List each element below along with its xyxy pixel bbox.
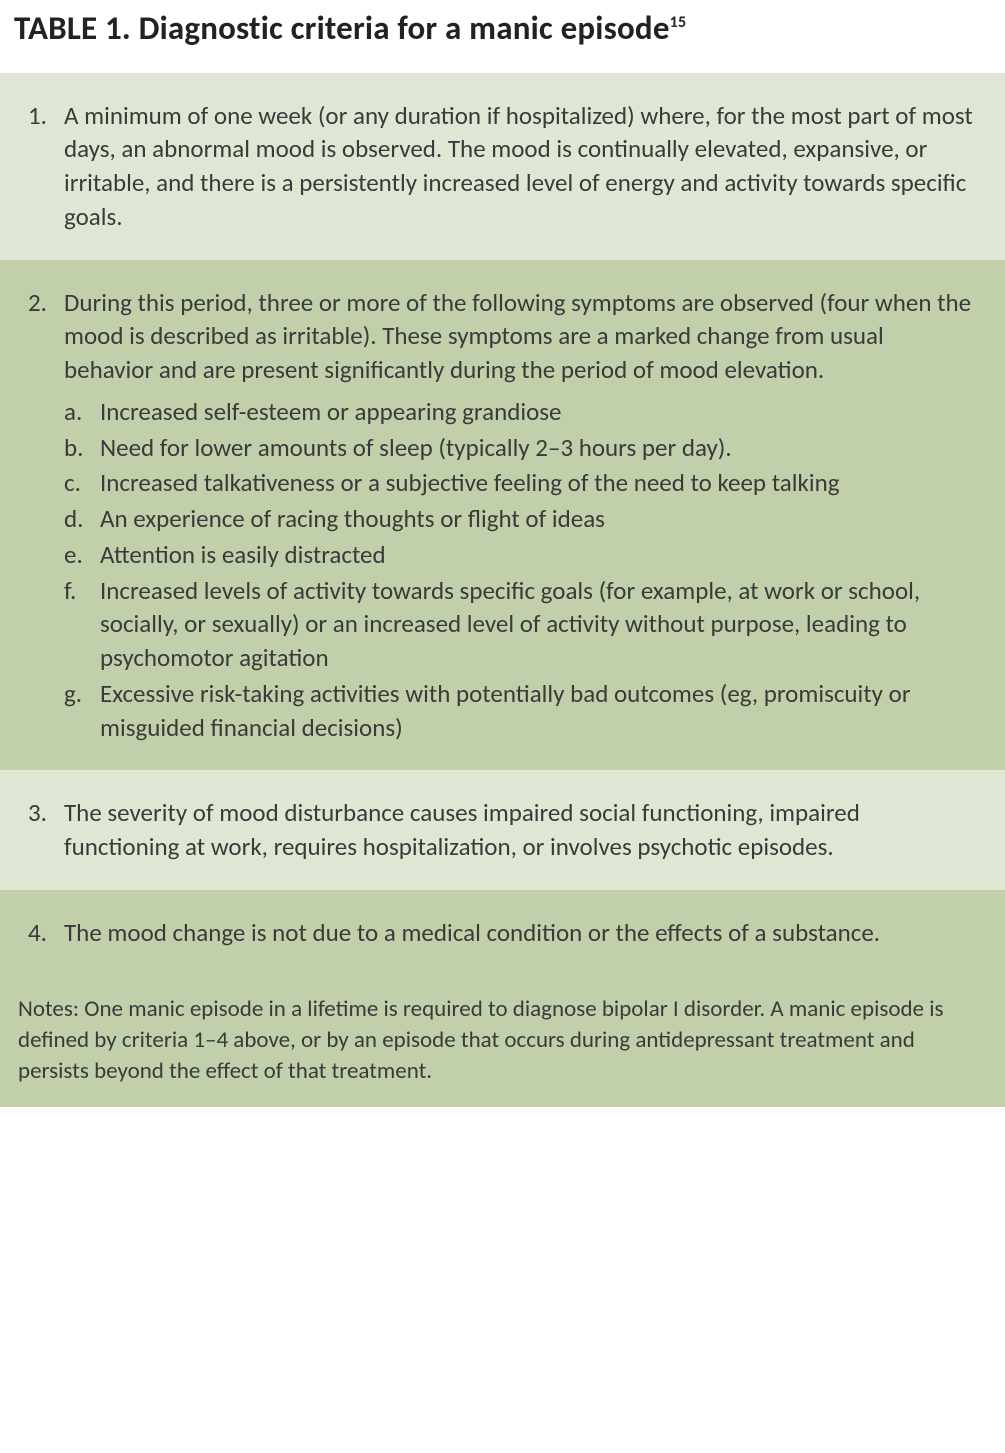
item-number: 3. [28,796,64,864]
list-item: 3. The severity of mood disturbance caus… [28,796,977,864]
sub-text: Increased self-esteem or appearing grand… [100,395,977,429]
sub-letter: e. [64,538,100,572]
sub-item-f: f. Increased levels of activity towards … [64,574,977,675]
item-number: 1. [28,99,64,234]
item-text: During this period, three or more of the… [64,286,977,387]
list-item: 2. During this period, three or more of … [28,286,977,745]
notes-label: Notes: [18,995,79,1023]
sub-letter: g. [64,677,100,745]
item-text: The severity of mood disturbance causes … [64,796,977,864]
sub-item-b: b. Need for lower amounts of sleep (typi… [64,431,977,465]
sub-item-d: d. An experience of racing thoughts or f… [64,502,977,536]
sub-text: Increased levels of activity towards spe… [100,574,977,675]
item-number: 4. [28,916,64,950]
criterion-3: 3. The severity of mood disturbance caus… [0,770,1005,890]
item-number: 2. [28,286,64,745]
sub-text: Increased talkativeness or a subjective … [100,466,977,500]
sub-item-e: e. Attention is easily distracted [64,538,977,572]
sub-text: Excessive risk-taking activities with po… [100,677,977,745]
sub-letter: c. [64,466,100,500]
table-container: TABLE 1. Diagnostic criteria for a manic… [0,0,1005,1107]
title-prefix: TABLE 1. [14,8,131,48]
item-text: A minimum of one week (or any duration i… [64,99,977,234]
title-citation: 15 [670,13,687,32]
table-title: TABLE 1. Diagnostic criteria for a manic… [14,8,686,48]
sub-item-c: c. Increased talkativeness or a subjecti… [64,466,977,500]
sub-letter: b. [64,431,100,465]
sub-letter: f. [64,574,100,675]
criterion-1: 1. A minimum of one week (or any duratio… [0,73,1005,260]
sub-item-g: g. Excessive risk-taking activities with… [64,677,977,745]
sub-text: Attention is easily distracted [100,538,977,572]
notes-section: Notes: One manic episode in a lifetime i… [0,976,1005,1107]
sub-list: a. Increased self-esteem or appearing gr… [64,395,977,745]
list-item: 4. The mood change is not due to a medic… [28,916,977,950]
sub-letter: d. [64,502,100,536]
notes-text: One manic episode in a lifetime is requi… [18,995,943,1085]
sub-item-a: a. Increased self-esteem or appearing gr… [64,395,977,429]
sub-text: Need for lower amounts of sleep (typical… [100,431,977,465]
list-item: 1. A minimum of one week (or any duratio… [28,99,977,234]
criterion-2: 2. During this period, three or more of … [0,260,1005,771]
item-text: The mood change is not due to a medical … [64,916,977,950]
title-row: TABLE 1. Diagnostic criteria for a manic… [0,0,1005,73]
item-body: During this period, three or more of the… [64,286,977,745]
sub-text: An experience of racing thoughts or flig… [100,502,977,536]
title-text: Diagnostic criteria for a manic episode [139,8,670,48]
sub-letter: a. [64,395,100,429]
criterion-4: 4. The mood change is not due to a medic… [0,890,1005,976]
